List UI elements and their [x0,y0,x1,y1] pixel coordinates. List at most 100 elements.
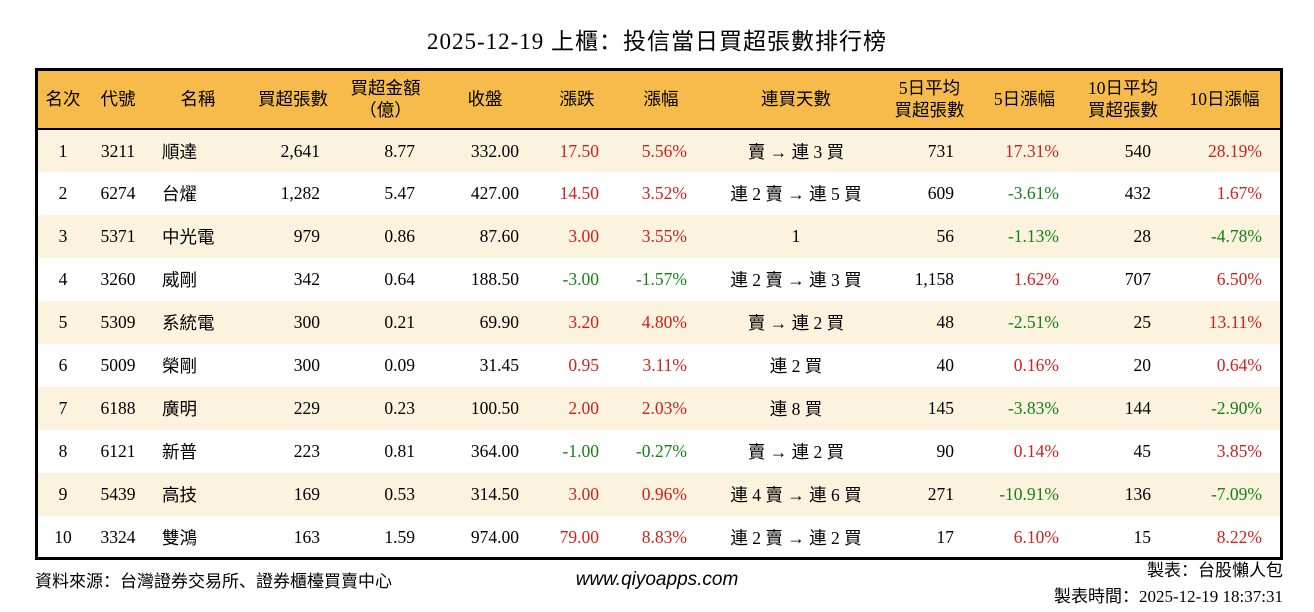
cell-code: 6121 [100,441,136,461]
table-row: 10 3324 雙鴻 163 1.59 974.00 79.00 8.83% 連 2 賣 → 連… [38,516,1280,559]
cell-consecutive-days: 連 8 買 [769,399,823,419]
cell-change: 79.00 [559,527,599,547]
column-header-avg5-shares: 5日平均 買超張數 [887,71,972,130]
cell-rank: 4 [58,269,68,289]
cell-code: 5371 [100,226,136,246]
cell-change-pct: 2.03% [641,398,687,418]
credits-block: 製表：台股懶人包 製表時間：2025-12-19 18:37:31 [1054,558,1283,611]
cell-avg5-shares: 17 [936,527,955,547]
cell-change-pct: 3.52% [641,183,687,203]
cell-avg10-shares: 707 [1124,269,1151,289]
cell-avg10-shares: 20 [1133,355,1152,375]
cell-rank: 6 [58,355,68,375]
cell-avg5-shares: 731 [927,140,954,161]
cell-chg10-pct: 3.85% [1216,441,1262,461]
cell-code: 3211 [100,140,136,161]
cell-net-buy-shares: 169 [293,484,320,504]
cell-avg10-shares: 45 [1133,441,1152,461]
cell-net-buy-amount: 0.86 [384,226,415,246]
cell-avg10-shares: 144 [1124,398,1151,418]
cell-change: -1.00 [562,441,599,461]
cell-name: 高技 [162,485,197,505]
cell-consecutive-days: 1 [791,226,801,246]
cell-close: 974.00 [470,527,519,547]
cell-name: 台燿 [162,184,197,204]
cell-change-pct: 3.55% [641,226,687,246]
cell-consecutive-days: 連 2 賣 → 連 2 買 [730,528,862,548]
ranking-table: 名次 代號 名稱 買超張數 買超金額 （億） 收盤 漲跌 漲幅 連買天數 5日平均 買超張數 5日漲… [38,71,1280,559]
cell-change-pct: -1.57% [635,269,687,289]
cell-change: 3.00 [568,226,599,246]
cell-net-buy-amount: 0.09 [384,355,415,375]
cell-chg10-pct: 1.67% [1216,183,1262,203]
cell-code: 3260 [100,269,136,289]
cell-chg5-pct: -1.13% [1007,226,1059,246]
column-header-name: 名稱 [148,71,248,130]
cell-avg10-shares: 136 [1124,484,1151,504]
table-header-row: 名次 代號 名稱 買超張數 買超金額 （億） 收盤 漲跌 漲幅 連買天數 5日平均 買超張數 5日漲… [38,71,1280,130]
table-row: 6 5009 榮剛 300 0.09 31.45 0.95 3.11% 連 2 買 40 0.16%… [38,344,1280,387]
cell-change: 17.50 [559,140,599,161]
cell-code: 6188 [100,398,136,418]
cell-rank: 9 [58,484,68,504]
cell-avg5-shares: 271 [927,484,954,504]
cell-close: 188.50 [470,269,519,289]
cell-net-buy-shares: 163 [293,527,320,547]
cell-consecutive-days: 連 2 賣 → 連 5 買 [730,184,862,204]
cell-rank: 8 [58,441,68,461]
cell-net-buy-amount: 8.77 [384,140,415,161]
cell-consecutive-days: 賣 → 連 2 買 [747,442,845,462]
website-text: www.qiyoapps.com [575,569,739,590]
table-body: 1 3211 順達 2,641 8.77 332.00 17.50 5.56% 賣 → 連 3 … [38,129,1280,559]
cell-change: 14.50 [559,183,599,203]
table-row: 2 6274 台燿 1,282 5.47 427.00 14.50 3.52% 連 2 賣 → … [38,172,1280,215]
cell-consecutive-days: 連 2 買 [769,356,823,376]
cell-code: 3324 [100,527,136,547]
table-row: 8 6121 新普 223 0.81 364.00 -1.00 -0.27% 賣 → 連 2 買… [38,430,1280,473]
cell-avg5-shares: 1,158 [914,269,954,289]
cell-change-pct: -0.27% [635,441,687,461]
cell-net-buy-shares: 300 [293,312,320,332]
cell-change: 0.95 [568,355,599,375]
column-header-net-buy-amount: 買超金額 （億） [338,71,433,130]
cell-net-buy-amount: 0.64 [384,269,415,289]
page-title: 2025-12-19 上櫃：投信當日買超張數排行榜 [426,29,888,54]
made-time-text: 製表時間：2025-12-19 18:37:31 [1053,587,1283,607]
cell-net-buy-amount: 0.21 [384,312,415,332]
cell-change-pct: 5.56% [641,140,687,161]
cell-net-buy-shares: 223 [293,441,320,461]
cell-chg10-pct: 8.22% [1216,527,1262,547]
cell-net-buy-shares: 300 [293,355,320,375]
cell-chg5-pct: -3.61% [1007,183,1059,203]
cell-net-buy-shares: 1,282 [280,183,320,203]
cell-change: -3.00 [562,269,599,289]
cell-change-pct: 8.83% [641,527,687,547]
cell-name: 雙鴻 [162,528,197,548]
cell-change-pct: 0.96% [641,484,687,504]
table-row: 7 6188 廣明 229 0.23 100.50 2.00 2.03% 連 8 買 145 -3.… [38,387,1280,430]
cell-name: 廣明 [162,399,197,419]
cell-consecutive-days: 連 4 賣 → 連 6 買 [730,485,862,505]
cell-avg5-shares: 56 [936,226,955,246]
cell-net-buy-amount: 0.53 [384,484,415,504]
cell-change: 2.00 [568,398,599,418]
cell-close: 364.00 [470,441,519,461]
cell-net-buy-shares: 2,641 [280,140,320,161]
column-header-change: 漲跌 [537,71,617,130]
table-row: 1 3211 順達 2,641 8.77 332.00 17.50 5.56% 賣 → 連 3 … [38,129,1280,172]
cell-change: 3.20 [568,312,599,332]
column-header-change-pct: 漲幅 [617,71,705,130]
cell-net-buy-shares: 979 [293,226,320,246]
cell-close: 100.50 [470,398,519,418]
cell-rank: 3 [58,226,68,246]
data-source-text: 資料來源：台灣證券交易所、證券櫃檯買賣中心 [35,572,392,591]
cell-chg5-pct: 1.62% [1013,269,1059,289]
cell-net-buy-shares: 229 [293,398,320,418]
cell-avg10-shares: 25 [1133,312,1152,332]
cell-avg5-shares: 48 [936,312,955,332]
cell-rank: 7 [58,398,68,418]
table-row: 3 5371 中光電 979 0.86 87.60 3.00 3.55% 1 56 -1.13% 28… [38,215,1280,258]
cell-close: 332.00 [470,140,519,161]
cell-avg10-shares: 28 [1133,226,1152,246]
cell-avg10-shares: 540 [1124,140,1151,161]
